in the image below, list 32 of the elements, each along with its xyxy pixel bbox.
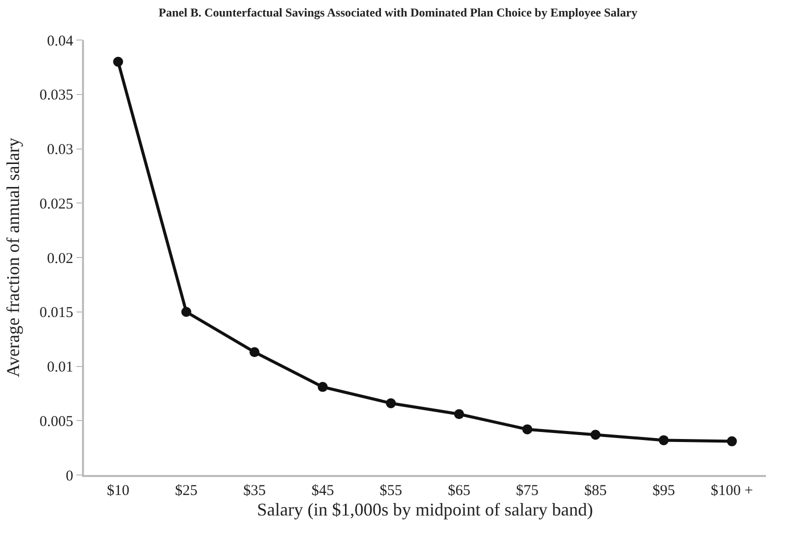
x-tick-label: $55 xyxy=(380,482,402,499)
x-tick-label: $10 xyxy=(106,482,130,499)
y-tick-label: 0.03 xyxy=(47,142,74,158)
point xyxy=(113,56,124,67)
point xyxy=(386,398,396,408)
y-tick-label: 0 xyxy=(66,468,74,484)
x-tick-label: $85 xyxy=(584,482,607,499)
x-tick-label: $25 xyxy=(175,482,198,499)
point xyxy=(454,409,464,420)
y-axis-title: Average fraction of annual salary xyxy=(3,138,24,378)
chart-title: Panel B. Counterfactual Savings Associated with Dominated Plan Choice by Employee Salary xyxy=(158,5,638,20)
point xyxy=(250,347,260,358)
point xyxy=(726,436,737,446)
y-tick-label: 0.04 xyxy=(47,33,74,50)
point xyxy=(522,424,532,434)
y-tick-label: 0.015 xyxy=(40,305,74,322)
x-tick-label: $45 xyxy=(311,482,334,499)
x-tick-label: $65 xyxy=(448,482,470,499)
point xyxy=(590,430,600,440)
y-tick-label: 0.025 xyxy=(40,196,74,212)
point xyxy=(181,306,192,317)
y-tick-label: 0.005 xyxy=(40,414,74,430)
x-axis-title: Salary (in $1,000s by midpoint of salary band) xyxy=(257,499,593,520)
x-tick-label: $35 xyxy=(243,482,266,499)
x-tick-label: $95 xyxy=(652,482,675,499)
y-tick-label: 0.02 xyxy=(47,250,74,267)
x-tick-label: $100 + xyxy=(710,482,754,499)
x-tick-label: $75 xyxy=(516,482,539,499)
y-tick-label: 0.035 xyxy=(40,88,74,104)
y-tick-label: 0.01 xyxy=(47,360,74,376)
point xyxy=(318,382,328,392)
point xyxy=(658,435,669,446)
